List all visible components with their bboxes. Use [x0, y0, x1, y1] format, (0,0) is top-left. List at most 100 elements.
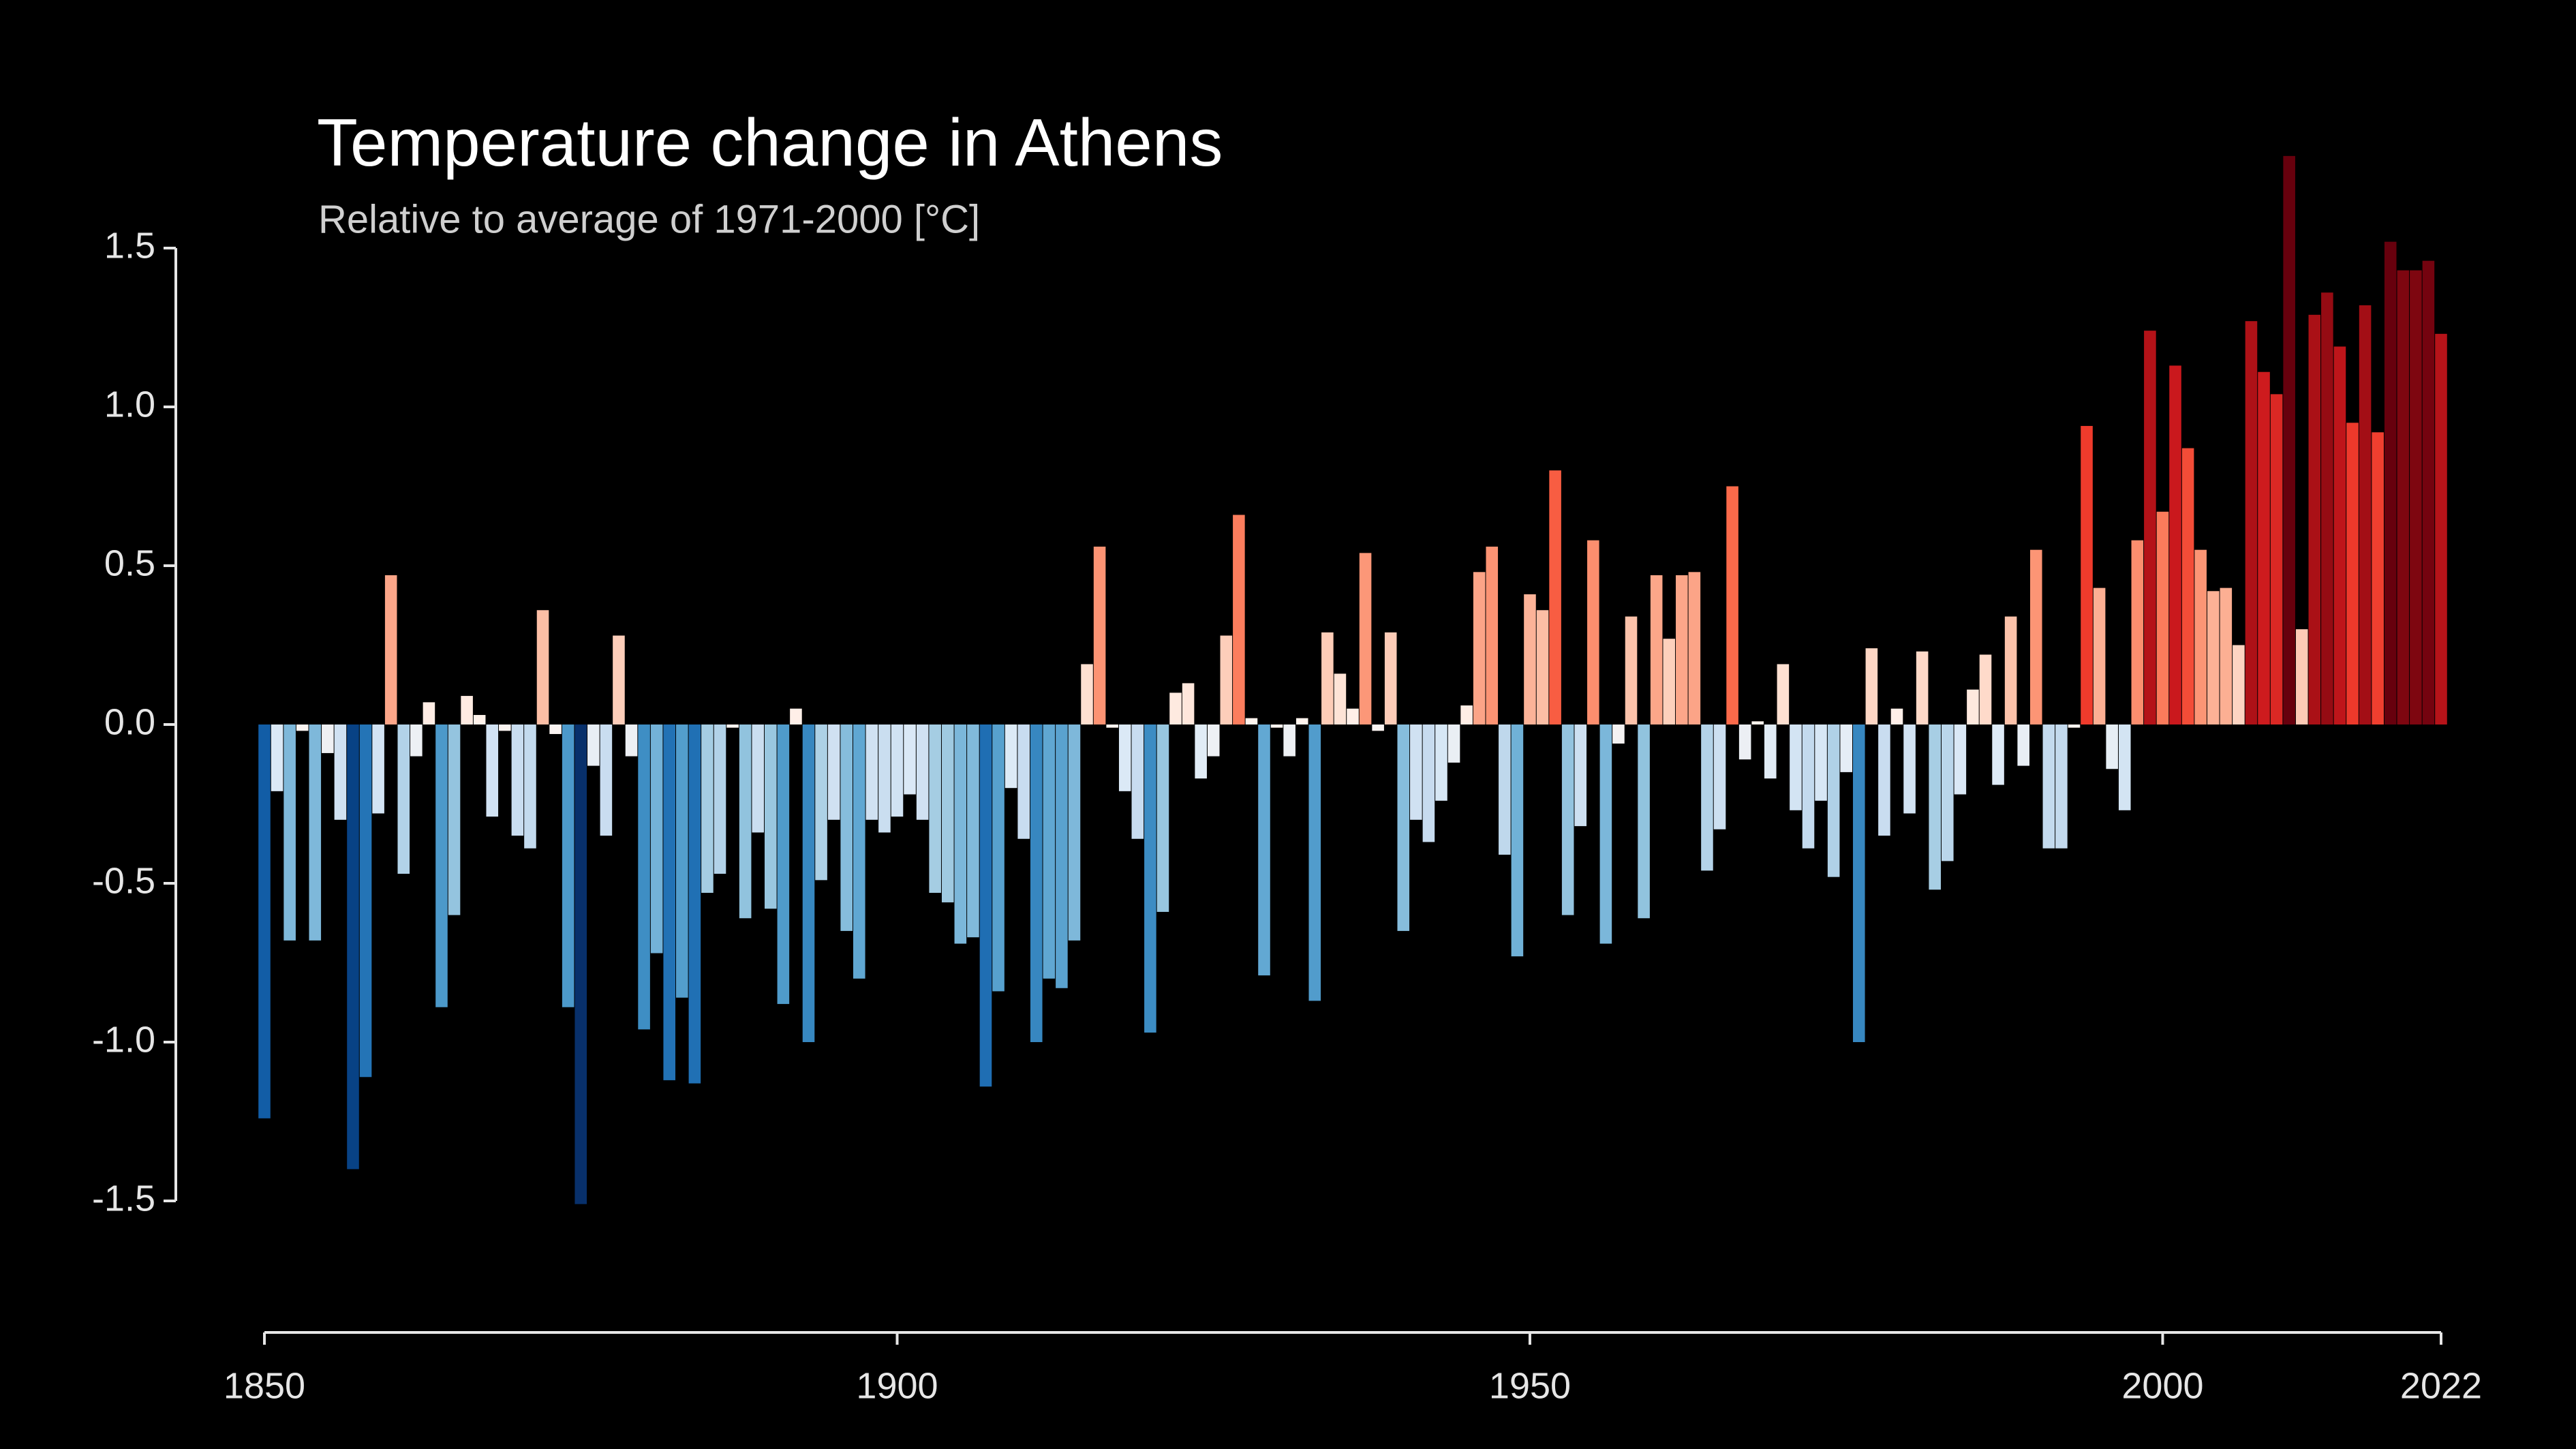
- bar: [1043, 724, 1056, 979]
- x-tick-label: 1900: [856, 1365, 938, 1406]
- bar: [1764, 724, 1777, 779]
- bar: [1499, 724, 1511, 855]
- bar: [777, 724, 790, 1005]
- y-tick-label: -1.5: [92, 1178, 155, 1219]
- bar: [1954, 724, 1967, 795]
- bar: [1270, 724, 1283, 728]
- bar: [638, 724, 650, 1030]
- bar: [1131, 724, 1144, 839]
- bar: [1802, 724, 1815, 849]
- bar: [1486, 547, 1499, 724]
- y-tick-label: 1.0: [104, 384, 155, 425]
- bar: [979, 724, 992, 1087]
- bar: [1827, 724, 1840, 877]
- bar: [1941, 724, 1954, 861]
- bar: [372, 724, 384, 814]
- bar: [802, 724, 815, 1042]
- bar: [954, 724, 967, 944]
- bar: [739, 724, 752, 919]
- bar: [2410, 270, 2422, 724]
- bar: [1447, 724, 1460, 763]
- bar: [992, 724, 1005, 992]
- bar: [1359, 553, 1372, 724]
- bar: [2144, 331, 2156, 724]
- bar: [1549, 470, 1561, 724]
- bar: [1587, 540, 1599, 724]
- bar: [663, 724, 676, 1080]
- bar: [878, 724, 891, 833]
- bar: [2194, 549, 2207, 724]
- bar: [929, 724, 941, 893]
- bar: [865, 724, 878, 820]
- bar: [2181, 448, 2194, 724]
- bar: [283, 724, 296, 941]
- bar: [2055, 724, 2068, 849]
- bar: [701, 724, 714, 893]
- x-tick-label: 1950: [1489, 1365, 1571, 1406]
- bar: [1195, 724, 1207, 779]
- bar: [1561, 724, 1574, 915]
- bar: [347, 724, 359, 1170]
- bar: [536, 610, 549, 724]
- bar: [1726, 486, 1738, 724]
- bar: [688, 724, 701, 1084]
- bar: [271, 724, 283, 791]
- bar: [511, 724, 524, 836]
- bar: [1840, 724, 1853, 772]
- bar: [827, 724, 840, 820]
- bar: [1967, 689, 1979, 724]
- bar: [1321, 632, 1334, 724]
- bar: [2017, 724, 2029, 766]
- bar: [423, 702, 435, 724]
- bar: [2258, 371, 2270, 724]
- bar: [676, 724, 688, 998]
- bar: [1106, 724, 1118, 728]
- bar: [1295, 718, 1308, 724]
- y-tick-label: -1.0: [92, 1019, 155, 1060]
- bar: [296, 724, 309, 731]
- bar: [2435, 333, 2447, 724]
- chart-subtitle: Relative to average of 1971-2000 [°C]: [318, 197, 980, 241]
- bar: [941, 724, 954, 902]
- bar: [1536, 610, 1549, 724]
- bar: [650, 724, 663, 954]
- bar: [1384, 632, 1397, 724]
- bar: [587, 724, 600, 766]
- bar: [2029, 549, 2042, 724]
- bar: [2422, 260, 2435, 724]
- bar: [258, 724, 271, 1118]
- bar: [1929, 724, 1941, 890]
- bar: [309, 724, 322, 941]
- bar: [1182, 683, 1195, 724]
- bar: [1068, 724, 1081, 941]
- bar: [1005, 724, 1017, 789]
- bar: [2283, 155, 2295, 725]
- bar: [2233, 645, 2245, 724]
- bar: [840, 724, 853, 931]
- bar: [1372, 724, 1384, 731]
- bar: [1650, 575, 1663, 724]
- bar: [461, 696, 473, 724]
- bar: [2131, 540, 2144, 724]
- bar: [2346, 423, 2359, 724]
- bar: [1853, 724, 1865, 1042]
- bar: [2397, 270, 2410, 724]
- bar: [1992, 724, 2004, 785]
- bar: [2106, 724, 2118, 769]
- bar: [2308, 314, 2321, 724]
- bar: [2333, 346, 2346, 725]
- bar: [2042, 724, 2055, 849]
- x-tick-label: 2000: [2121, 1365, 2203, 1406]
- bar: [473, 715, 486, 724]
- bar: [486, 724, 499, 817]
- bar: [1612, 724, 1625, 744]
- bar: [1207, 724, 1220, 757]
- x-tick-label: 2022: [2400, 1365, 2482, 1406]
- bar: [1790, 724, 1802, 810]
- y-tick-label: 0.5: [104, 543, 155, 583]
- y-tick-label: 0.0: [104, 701, 155, 742]
- bar: [1169, 692, 1182, 724]
- bar: [562, 724, 574, 1007]
- bar: [625, 724, 638, 757]
- bar: [726, 724, 739, 728]
